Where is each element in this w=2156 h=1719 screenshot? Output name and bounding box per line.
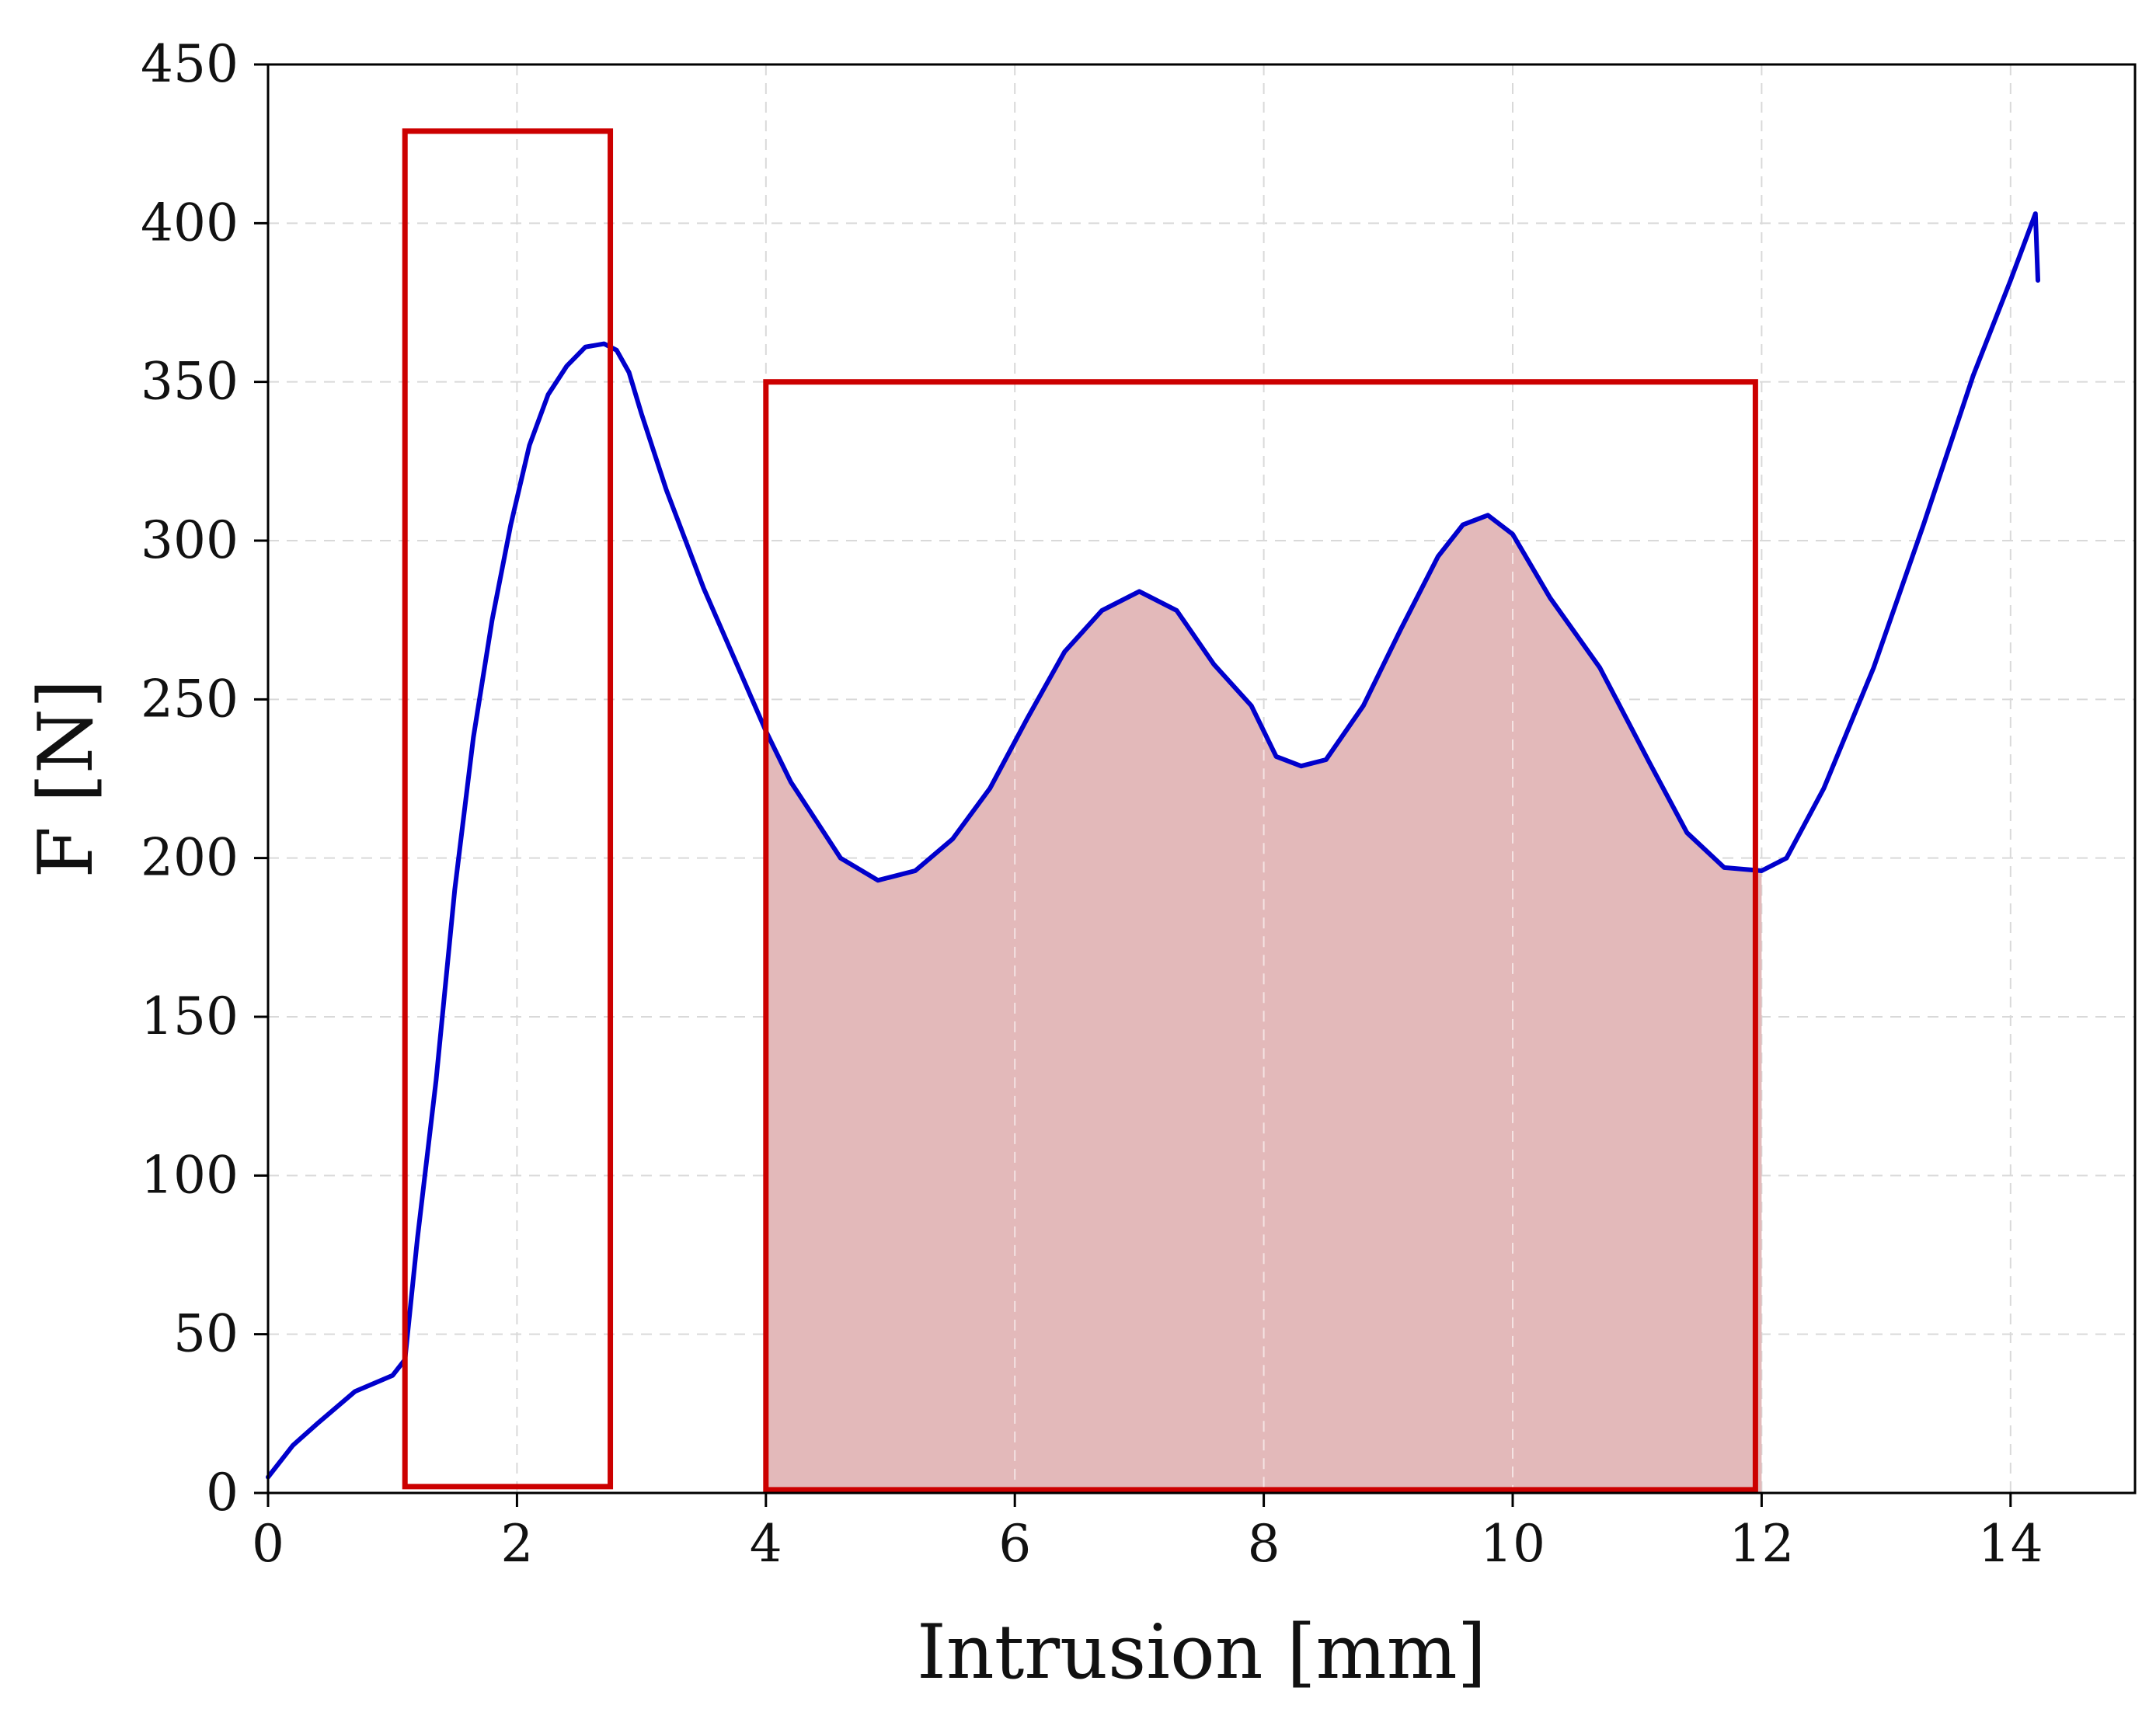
y-axis-label: F [N] [23,679,110,878]
y-tick-label: 400 [141,193,239,252]
x-ticks: 0 2 4 6 8 10 12 14 [252,1493,2043,1574]
y-tick-label: 150 [141,987,239,1046]
x-tick-label: 8 [1248,1514,1280,1574]
y-tick-label: 0 [206,1463,239,1522]
y-tick-label: 100 [141,1145,239,1205]
y-ticks: 0 50 100 150 200 250 300 350 400 450 [141,34,268,1522]
x-tick-label: 10 [1480,1514,1545,1574]
y-tick-label: 50 [173,1304,239,1364]
shaded-region-layer [765,515,1762,1493]
axes [266,63,2137,1495]
y-tick-label: 450 [141,34,239,94]
annotation-boxes [402,128,1758,1493]
series-layer [266,211,2040,1480]
x-tick-label: 12 [1729,1514,1794,1574]
plot-frame [266,63,2137,1495]
series-line [266,211,2040,1480]
y-tick-label: 350 [141,352,239,412]
x-axis-label: Intrusion [mm] [917,1609,1486,1696]
y-tick-label: 250 [141,669,239,729]
highlight-box [763,379,1758,1493]
x-tick-label: 6 [998,1514,1031,1574]
x-tick-label: 2 [500,1514,533,1574]
y-tick-label: 200 [141,828,239,888]
highlight-box [402,128,614,1490]
y-tick-label: 300 [141,510,239,570]
x-tick-label: 14 [1978,1514,2043,1574]
x-tick-label: 0 [252,1514,284,1574]
x-tick-label: 4 [750,1514,782,1574]
